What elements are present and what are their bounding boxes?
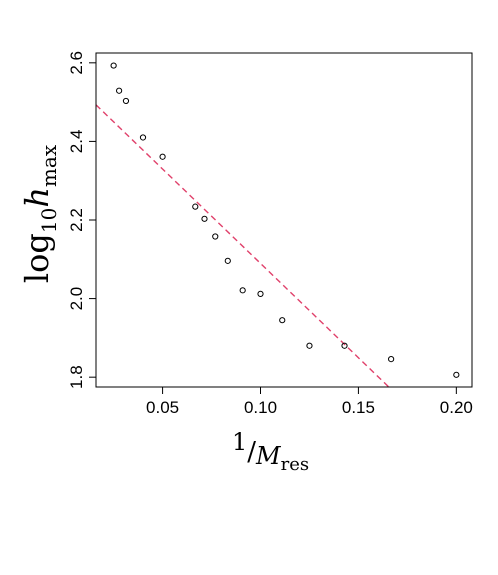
x-tick-label: 0.10 (244, 398, 277, 417)
y-axis-title-sub1: 10 (37, 208, 61, 233)
y-axis-title: log10hmax (18, 144, 61, 283)
x-axis-title-slash: / (247, 437, 256, 467)
plot-frame (95, 52, 473, 388)
x-tick-label: 0.15 (342, 398, 375, 417)
data-point (306, 342, 313, 349)
data-point (453, 371, 460, 378)
y-tick-label: 2.0 (67, 287, 86, 311)
data-point (239, 287, 246, 294)
y-axis-title-main: log (18, 233, 56, 283)
data-point (257, 290, 264, 297)
x-axis-title-main: M (255, 442, 282, 470)
x-tick-label: 0.20 (440, 398, 473, 417)
y-tick-label: 2.4 (67, 130, 86, 154)
data-point (192, 203, 199, 210)
data-point (110, 62, 117, 69)
data-point (224, 257, 231, 264)
x-tick-label: 0.05 (146, 398, 179, 417)
plot-area (95, 62, 460, 388)
data-point (201, 215, 208, 222)
y-axis-title-sub2: max (37, 144, 61, 187)
y-tick-label: 1.8 (67, 365, 86, 389)
data-point (116, 87, 123, 94)
data-point (279, 317, 286, 324)
x-axis-title-numerator: 1 (232, 428, 247, 456)
x-axis-title-subscript: res (281, 454, 310, 475)
x-axis: 0.05 0.10 0.15 0.20 (146, 387, 473, 417)
y-axis: 1.8 2.0 2.2 2.4 2.6 (67, 51, 96, 389)
data-point (122, 97, 130, 105)
data-points (110, 62, 460, 378)
data-point (212, 233, 219, 240)
data-point (159, 153, 166, 160)
y-tick-label: 2.2 (67, 208, 86, 232)
fit-line (95, 104, 390, 388)
y-tick-label: 2.6 (67, 51, 86, 75)
data-point (341, 342, 348, 349)
data-point (388, 356, 395, 363)
y-axis-title-var: h (18, 187, 56, 208)
x-axis-title: 1/Mres (232, 428, 309, 475)
data-point (139, 134, 147, 141)
